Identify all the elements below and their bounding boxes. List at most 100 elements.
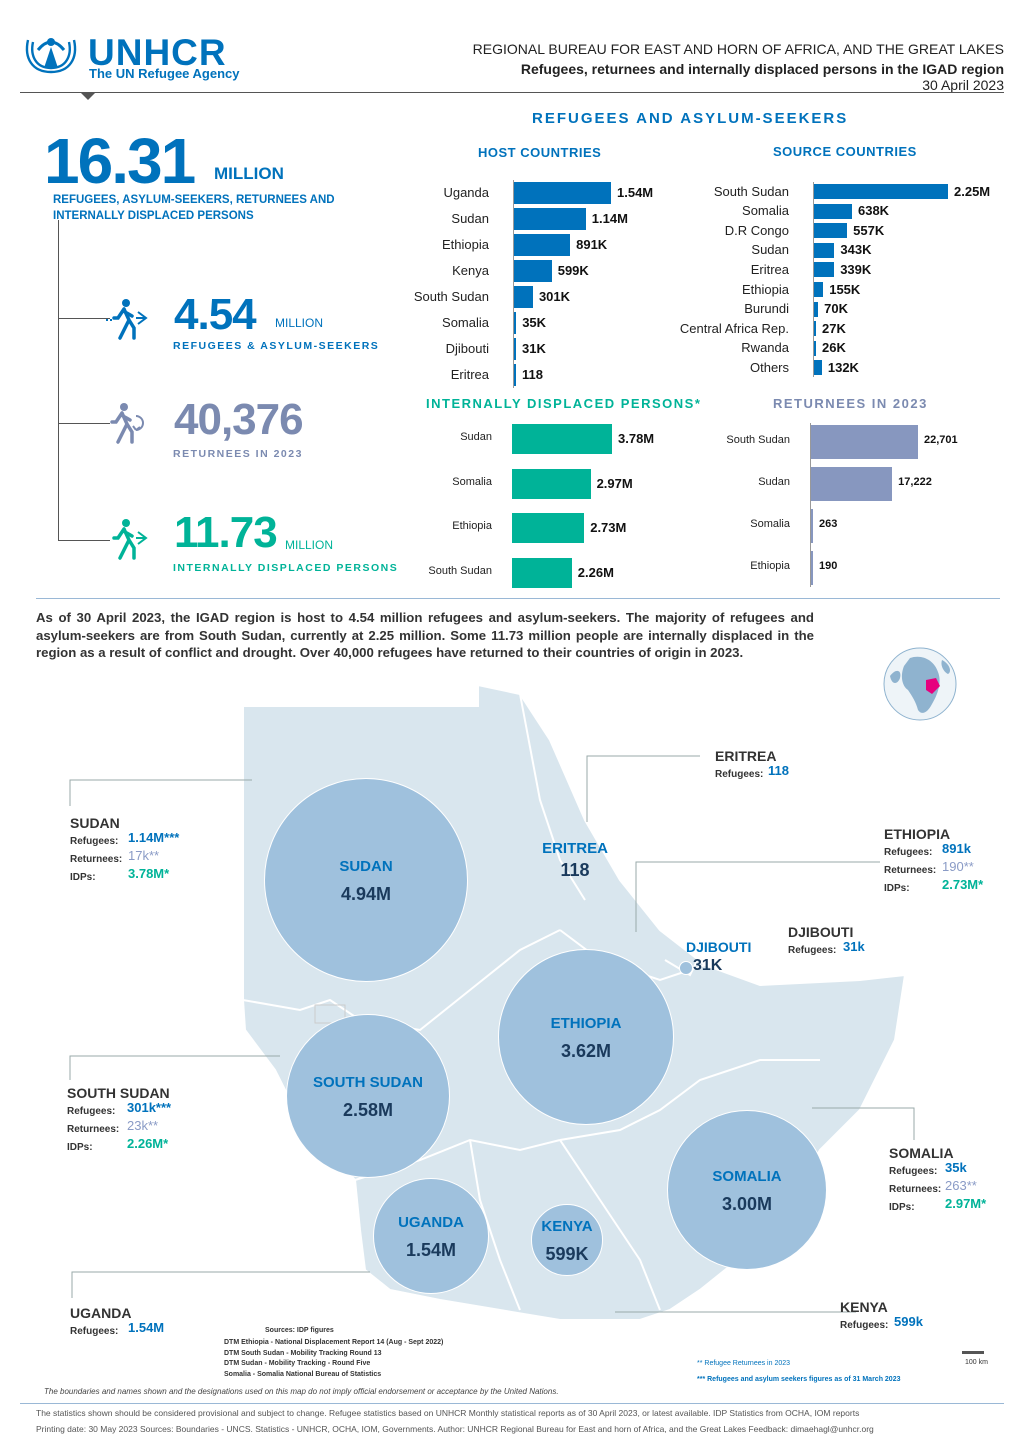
bar-ethiopia: [514, 234, 571, 256]
circle-kenya: [531, 1204, 603, 1276]
callout-country-name: SOMALIA: [889, 1145, 954, 1161]
callout-label-idps: IDPs:: [884, 883, 910, 894]
circle-name-sudan: SUDAN: [339, 858, 393, 875]
callout-value-refugees: 31k: [843, 939, 865, 954]
returnees-label: RETURNEES IN 2023: [173, 448, 303, 460]
bar-value-djibouti: 31K: [522, 341, 546, 356]
header-notch: [80, 92, 96, 100]
footer-credits: Printing date: 30 May 2023 Sources: Boun…: [36, 1424, 874, 1434]
circle-south-sudan: [286, 1014, 450, 1178]
bar-value-ethiopia: 2.73M: [590, 520, 627, 535]
bar-value-sudan: 1.14M: [591, 211, 628, 226]
bar-south-sudan: [814, 184, 948, 199]
callout-value-refugees: 35k: [945, 1160, 967, 1175]
refugees-unit: MILLION: [275, 316, 324, 330]
globe-locator-icon: [883, 647, 957, 721]
bar-value-somalia: 35K: [522, 315, 547, 330]
circle-name-south-sudan: SOUTH SUDAN: [312, 1074, 423, 1091]
sources-title: Sources: IDP figures: [265, 1327, 334, 1334]
refugees-label: REFUGEES & ASYLUM-SEEKERS: [173, 340, 380, 352]
callout-row-idps: IDPs: 3.78M*: [70, 866, 169, 885]
callout-label-refugees: Refugees:: [70, 836, 119, 847]
callout-value-refugees: 118: [768, 763, 789, 778]
bar-kenya: [514, 260, 552, 282]
bar-label-somalia: Somalia: [742, 203, 789, 219]
idp-walking-icon: [112, 519, 148, 560]
bar-somalia: [811, 509, 813, 543]
callout-row-refugees: Refugees: 35k: [889, 1160, 967, 1179]
bar-label-somalia: Somalia: [750, 518, 790, 530]
bar-value-somalia: 2.97M: [596, 475, 633, 491]
callout-label-refugees: Refugees:: [70, 1326, 119, 1337]
bar-d-r-congo: [814, 223, 848, 239]
callout-value-returnees: 263**: [945, 1178, 977, 1193]
circle-uganda: [373, 1178, 489, 1294]
bar-eritrea: [814, 262, 835, 278]
bar-label-sudan: Sudan: [451, 211, 489, 226]
bar-south-sudan: [811, 425, 918, 459]
source-item: DTM Sudan - Mobility Tracking - Round Fi…: [224, 1360, 371, 1367]
bar-label-somalia: Somalia: [452, 475, 492, 488]
callout-country-name: ETHIOPIA: [884, 826, 951, 842]
bar-label-south-sudan: South Sudan: [428, 564, 492, 577]
bar-label-d-r-congo: D.R Congo: [724, 222, 789, 238]
bar-label-uganda: Uganda: [443, 185, 489, 200]
bar-label-djibouti: Djibouti: [445, 341, 489, 356]
callout-value-idps: 2.73M*: [942, 877, 984, 892]
callout-value-returnees: 190**: [942, 859, 974, 874]
source-item: Somalia - Somalia National Bureau of Sta…: [224, 1370, 382, 1378]
bureau-name: REGIONAL BUREAU FOR EAST AND HORN OF AFR…: [472, 41, 1004, 57]
callout-label-idps: IDPs:: [70, 872, 96, 883]
bar-label-ethiopia: Ethiopia: [742, 281, 789, 297]
bar-label-sudan: Sudan: [460, 431, 492, 443]
bar-value-d-r-congo: 557K: [853, 222, 885, 238]
callout-kenya: KENYA Refugees: 599k: [840, 1299, 923, 1333]
scale-bar: [962, 1351, 984, 1354]
callout-label-idps: IDPs:: [67, 1142, 93, 1153]
callout-value-refugees: 1.14M***: [128, 830, 180, 845]
total-unit: MILLION: [214, 164, 284, 183]
circle-value-djibouti: 31K: [693, 957, 723, 974]
footer-note: The statistics shown should be considere…: [36, 1408, 860, 1418]
total-value: 16.31: [44, 125, 196, 197]
callout-value-refugees: 301k***: [127, 1100, 172, 1115]
circle-name-kenya: KENYA: [541, 1218, 593, 1235]
bar-value-south-sudan: 301K: [538, 289, 571, 304]
bar-eritrea: [514, 364, 516, 386]
callout-country-name: SUDAN: [70, 815, 120, 831]
org-tagline: The UN Refugee Agency: [89, 66, 240, 81]
circle-sudan: [264, 778, 468, 982]
refugees-value: 4.54: [174, 290, 257, 339]
callout-value-idps: 2.26M*: [127, 1136, 169, 1151]
callout-country-name: UGANDA: [70, 1305, 132, 1321]
bar-label-kenya: Kenya: [452, 263, 489, 278]
map-disclaimer: The boundaries and names shown and the d…: [44, 1387, 559, 1396]
callout-label-returnees: Returnees:: [67, 1124, 120, 1135]
refugees-section-title: REFUGEES AND ASYLUM-SEEKERS: [532, 110, 849, 127]
bar-burundi: [814, 301, 819, 317]
bar-djibouti: [514, 338, 516, 360]
circle-value-ethiopia: 3.62M: [560, 1041, 612, 1061]
circle-value-south-sudan: 2.58M: [342, 1100, 394, 1120]
callout-country-name: SOUTH SUDAN: [67, 1085, 170, 1101]
bar-label-sudan: Sudan: [751, 242, 789, 258]
bar-ethiopia: [512, 513, 585, 543]
bar-value-south-sudan: 2.25M: [954, 183, 991, 199]
header-divider: [20, 92, 1004, 93]
bar-value-south-sudan: 22,701: [924, 434, 958, 446]
chart-axis: [513, 180, 514, 388]
section-divider: [36, 598, 1000, 599]
bar-label-ethiopia: Ethiopia: [442, 237, 489, 252]
circle-name-ethiopia: ETHIOPIA: [550, 1015, 622, 1032]
bar-value-somalia: 263: [819, 518, 838, 530]
returnees-value: 40,376: [174, 395, 304, 444]
callout-country-name: KENYA: [840, 1299, 888, 1315]
callout-row-refugees: Refugees: 301k***: [67, 1100, 172, 1119]
callout-country-name: ERITREA: [715, 748, 777, 764]
summary-text: As of 30 April 2023, the IGAD region is …: [36, 610, 814, 661]
bar-somalia: [514, 312, 517, 334]
callout-row-idps: IDPs: 2.97M*: [889, 1196, 986, 1215]
callout-row-returnees: Returnees: 23k**: [67, 1118, 170, 1137]
callout-label-refugees: Refugees:: [840, 1320, 889, 1331]
callout-value-returnees: 23k**: [127, 1118, 159, 1133]
